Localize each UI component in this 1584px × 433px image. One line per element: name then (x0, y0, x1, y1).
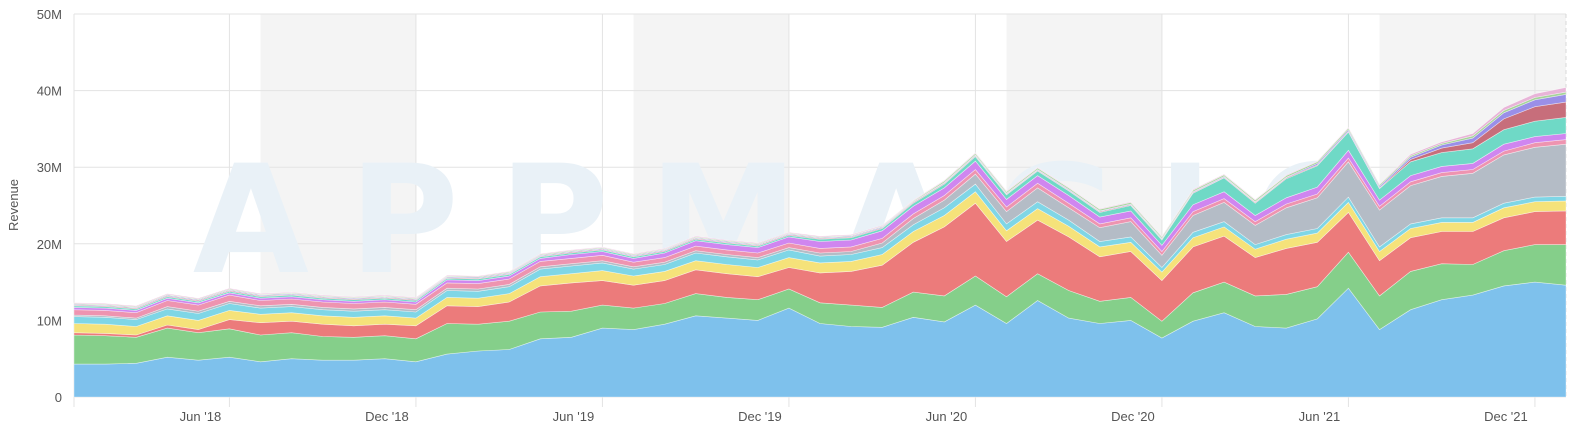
y-tick-label: 40M (37, 84, 62, 99)
x-tick-label: Jun '18 (180, 409, 222, 424)
x-tick-label: Jun '19 (553, 409, 595, 424)
y-tick-label: 50M (37, 7, 62, 22)
y-axis-ticks: 0 10M 20M 30M 40M 50M (37, 7, 62, 405)
area-series-13 (73, 87, 1567, 307)
x-tick-label: Dec '18 (365, 409, 409, 424)
y-tick-label: 20M (37, 237, 62, 252)
x-tick-label: Dec '21 (1484, 409, 1528, 424)
x-tick-label: Dec '20 (1111, 409, 1155, 424)
y-tick-label: 10M (37, 313, 62, 328)
x-tick-label: Jun '20 (926, 409, 968, 424)
x-tick-label: Jun '21 (1299, 409, 1341, 424)
y-axis-title: Revenue (6, 179, 21, 231)
x-tick-label: Dec '19 (738, 409, 782, 424)
y-tick-label: 30M (37, 160, 62, 175)
x-axis-ticks: Jun '18 Dec '18 Jun '19 Dec '19 Jun '20 Dec '… (180, 409, 1528, 424)
y-tick-label: 0 (55, 390, 62, 405)
area-series (73, 87, 1567, 398)
